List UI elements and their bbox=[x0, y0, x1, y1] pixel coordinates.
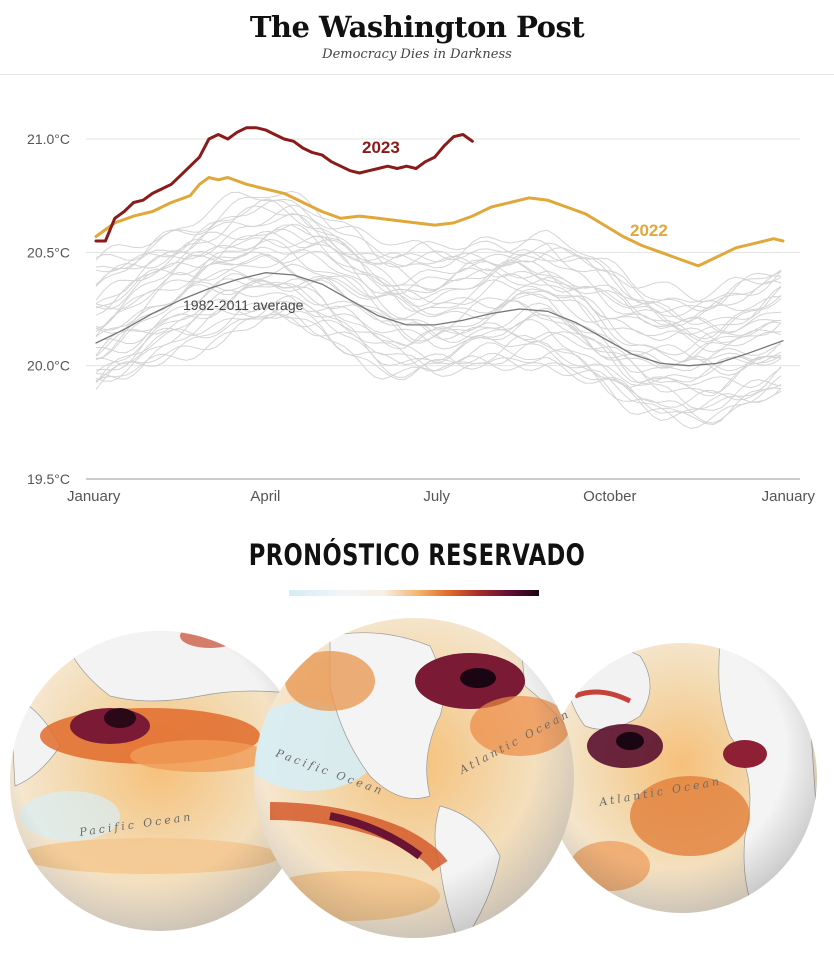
historical-years-lines bbox=[95, 190, 782, 430]
historical-year-line bbox=[95, 235, 782, 335]
historical-year-line bbox=[95, 308, 782, 430]
series-label-2022: 2022 bbox=[630, 221, 668, 240]
globe-left: Pacific Ocean bbox=[10, 631, 310, 931]
temperature-anomaly-colorbar bbox=[289, 590, 539, 596]
x-tick-label: January bbox=[762, 488, 816, 505]
historical-year-line bbox=[95, 307, 782, 415]
historical-year-line bbox=[95, 263, 782, 361]
globe-right: Atlantic Ocean bbox=[547, 643, 817, 913]
x-axis-ticks: January April July October January bbox=[67, 488, 815, 505]
historical-year-line bbox=[95, 306, 782, 408]
y-axis-ticks: 21.0°C 20.5°C 20.0°C 19.5°C bbox=[27, 131, 70, 487]
forecast-title: PRONÓSTICO RESERVADO bbox=[248, 538, 586, 572]
historical-year-line bbox=[95, 241, 782, 333]
historical-year-line bbox=[95, 301, 782, 424]
historical-year-line bbox=[95, 204, 782, 303]
historical-year-line bbox=[95, 230, 782, 318]
masthead-logo[interactable]: The Washington Post bbox=[249, 10, 585, 44]
globes-illustration: Atlantic Ocean Pacific Ocean bbox=[10, 618, 817, 938]
chart-series bbox=[94, 126, 785, 367]
historical-year-line bbox=[95, 294, 782, 410]
y-tick-label: 19.5°C bbox=[27, 471, 70, 487]
historical-year-line bbox=[95, 250, 782, 343]
historical-year-line bbox=[95, 279, 782, 372]
globe-center: Pacific Ocean Atlantic Ocean bbox=[254, 618, 574, 938]
historical-year-line bbox=[95, 190, 782, 312]
historical-year-line bbox=[95, 302, 782, 422]
historical-year-line bbox=[95, 310, 782, 426]
historical-year-line bbox=[95, 212, 782, 340]
forecast-section: PRONÓSTICO RESERVADO bbox=[0, 518, 834, 957]
masthead-tagline: Democracy Dies in Darkness bbox=[322, 47, 512, 62]
y-tick-label: 20.0°C bbox=[27, 358, 70, 374]
historical-year-line bbox=[95, 223, 782, 343]
y-tick-label: 20.5°C bbox=[27, 244, 70, 260]
masthead: The Washington Post Democracy Dies in Da… bbox=[0, 0, 834, 75]
series-label-average: 1982-2011 average bbox=[183, 297, 304, 313]
series-line-2023 bbox=[94, 126, 474, 243]
historical-year-line bbox=[95, 199, 782, 322]
series-line-2022 bbox=[94, 176, 785, 268]
historical-year-line bbox=[95, 248, 782, 353]
x-tick-label: October bbox=[583, 488, 636, 505]
x-tick-label: April bbox=[250, 488, 280, 505]
historical-year-line bbox=[95, 289, 782, 384]
historical-year-line bbox=[95, 273, 782, 385]
series-label-2023: 2023 bbox=[362, 138, 400, 157]
y-tick-label: 21.0°C bbox=[27, 131, 70, 147]
historical-year-line bbox=[95, 191, 782, 305]
historical-year-line bbox=[95, 278, 782, 397]
series-line-average bbox=[95, 272, 784, 367]
x-tick-label: July bbox=[423, 488, 450, 505]
x-tick-label: January bbox=[67, 488, 121, 505]
historical-year-line bbox=[95, 224, 782, 325]
temperature-chart: 21.0°C 20.5°C 20.0°C 19.5°C January April Jul… bbox=[27, 126, 815, 505]
